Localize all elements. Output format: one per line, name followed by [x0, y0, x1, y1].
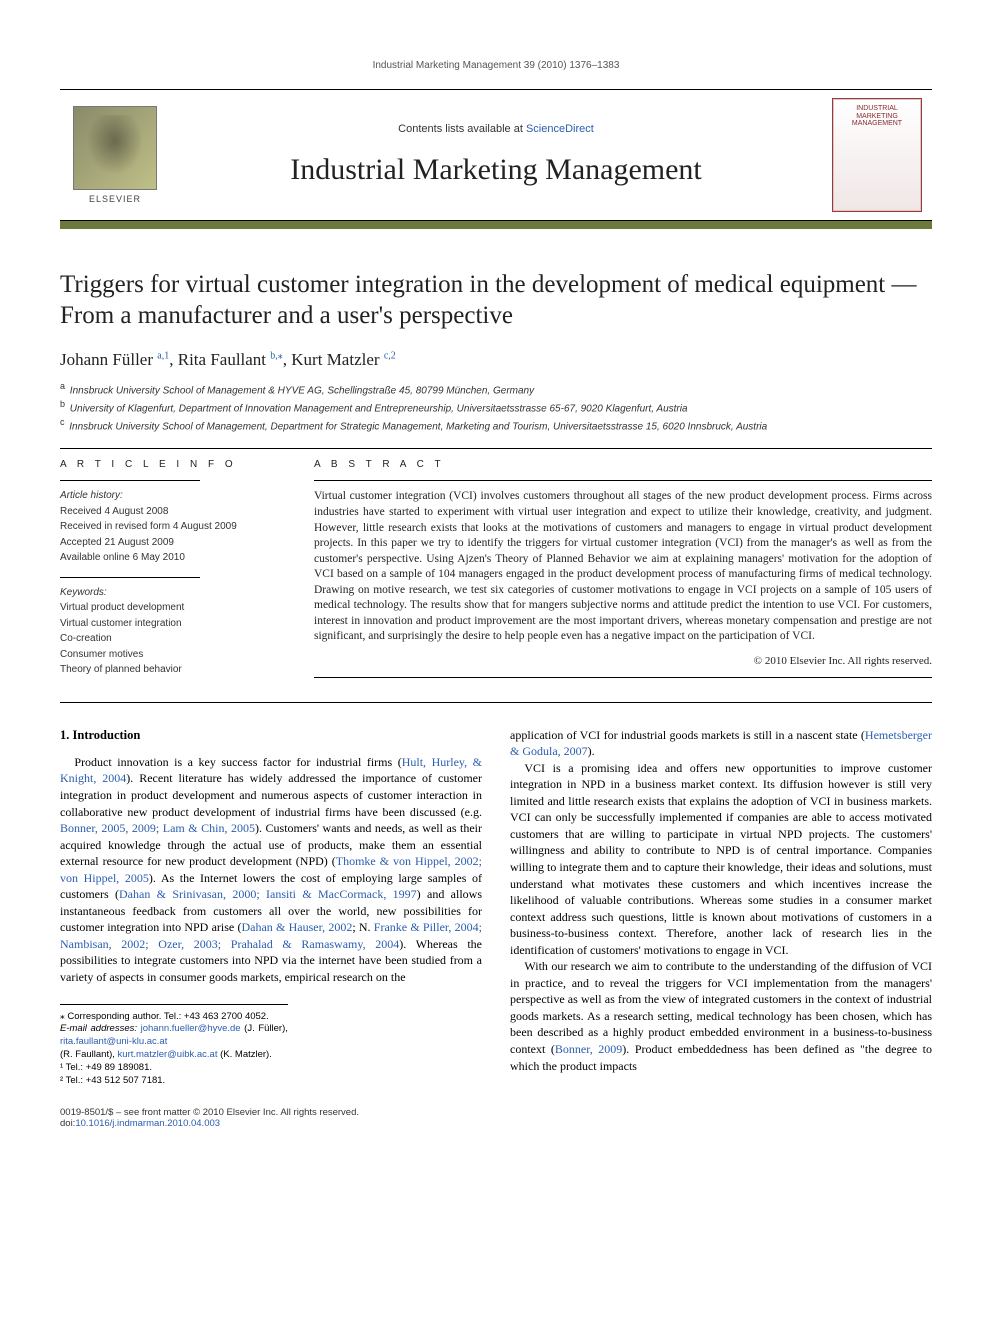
doi-line: doi:10.1016/j.indmarman.2010.04.003 — [60, 1118, 932, 1129]
abstract-heading: A B S T R A C T — [314, 459, 932, 470]
paragraph: With our research we aim to contribute t… — [510, 958, 932, 1074]
citation-link[interactable]: Dahan & Hauser, 2002 — [241, 920, 352, 934]
text-run: Product innovation is a key success fact… — [74, 755, 401, 769]
author-2: Rita Faullant — [178, 350, 271, 369]
author-1: Johann Füller — [60, 350, 157, 369]
publisher-block: ELSEVIER — [60, 90, 170, 220]
author-sep: , — [169, 350, 178, 369]
divider — [314, 677, 932, 678]
divider — [60, 448, 932, 449]
authors-line: Johann Füller a,1, Rita Faullant b,⁎, Ku… — [60, 350, 932, 370]
article-info-heading: A R T I C L E I N F O — [60, 459, 290, 470]
text-run: (J. Füller), — [241, 1023, 288, 1034]
masthead: ELSEVIER Contents lists available at Sci… — [60, 89, 932, 221]
doi-link[interactable]: 10.1016/j.indmarman.2010.04.003 — [75, 1118, 220, 1129]
abstract-copyright: © 2010 Elsevier Inc. All rights reserved… — [314, 655, 932, 667]
body-columns: 1. Introduction Product innovation is a … — [60, 727, 932, 1088]
history-item: Received in revised form 4 August 2009 — [60, 520, 290, 534]
keywords-label: Keywords: — [60, 586, 290, 600]
contents-line: Contents lists available at ScienceDirec… — [398, 123, 594, 135]
author-1-aff-link[interactable]: a,1 — [157, 350, 169, 361]
publisher-name: ELSEVIER — [89, 194, 141, 204]
affiliation-b-text: University of Klagenfurt, Department of … — [70, 403, 688, 414]
bottom-meta: 0019-8501/$ – see front matter © 2010 El… — [60, 1107, 932, 1129]
cover-thumb-wrap: INDUSTRIAL MARKETING MANAGEMENT — [822, 90, 932, 220]
journal-name: Industrial Marketing Management — [290, 153, 702, 187]
history-item: Received 4 August 2008 — [60, 505, 290, 519]
citation-link[interactable]: Bonner, 2005, 2009; Lam & Chin, 2005 — [60, 821, 255, 835]
article-info: A R T I C L E I N F O Article history: R… — [60, 459, 290, 685]
author-3-aff-link[interactable]: c,2 — [384, 350, 396, 361]
author-sep: , — [283, 350, 292, 369]
email-label: E-mail addresses: — [60, 1023, 137, 1034]
keyword: Consumer motives — [60, 648, 290, 662]
accent-bar — [60, 221, 932, 229]
citation-link[interactable]: Bonner, 2009 — [555, 1042, 622, 1056]
abstract-text: Virtual customer integration (VCI) invol… — [314, 489, 932, 644]
email-link[interactable]: rita.faullant@uni-klu.ac.at — [60, 1036, 167, 1047]
text-run: application of VCI for industrial goods … — [510, 728, 865, 742]
keyword: Virtual customer integration — [60, 617, 290, 631]
front-matter: 0019-8501/$ – see front matter © 2010 El… — [60, 1107, 932, 1118]
masthead-center: Contents lists available at ScienceDirec… — [170, 90, 822, 220]
paragraph: VCI is a promising idea and offers new o… — [510, 760, 932, 959]
email-line-2: (R. Faullant), kurt.matzler@uibk.ac.at (… — [60, 1049, 288, 1062]
sciencedirect-link[interactable]: ScienceDirect — [526, 123, 594, 135]
running-header: Industrial Marketing Management 39 (2010… — [60, 60, 932, 71]
section-heading: 1. Introduction — [60, 727, 482, 744]
author-3: Kurt Matzler — [291, 350, 384, 369]
text-run: (R. Faullant), — [60, 1049, 118, 1060]
info-abstract-row: A R T I C L E I N F O Article history: R… — [60, 459, 932, 685]
tel-line: ¹ Tel.: +49 89 189081. — [60, 1062, 288, 1075]
divider — [60, 702, 932, 703]
footnotes: ⁎ Corresponding author. Tel.: +43 463 27… — [60, 1004, 288, 1088]
body-col-right: application of VCI for industrial goods … — [510, 727, 932, 1088]
doi-label: doi: — [60, 1118, 75, 1129]
journal-cover-icon: INDUSTRIAL MARKETING MANAGEMENT — [832, 98, 922, 212]
divider — [60, 480, 200, 481]
history-item: Available online 6 May 2010 — [60, 551, 290, 565]
corresponding-author: ⁎ Corresponding author. Tel.: +43 463 27… — [60, 1011, 288, 1024]
body-col-left: 1. Introduction Product innovation is a … — [60, 727, 482, 1088]
author-2-aff-link[interactable]: b, — [270, 350, 278, 361]
affiliation-c: c Innsbruck University School of Managem… — [60, 416, 932, 434]
affiliation-a: a Innsbruck University School of Managem… — [60, 380, 932, 398]
paragraph: application of VCI for industrial goods … — [510, 727, 932, 760]
abstract: A B S T R A C T Virtual customer integra… — [314, 459, 932, 685]
history-item: Accepted 21 August 2009 — [60, 536, 290, 550]
publisher-tree-icon — [73, 106, 157, 190]
email-line: E-mail addresses: johann.fueller@hyve.de… — [60, 1023, 288, 1049]
text-run: (K. Matzler). — [217, 1049, 271, 1060]
affiliation-c-text: Innsbruck University School of Managemen… — [69, 421, 767, 432]
email-link[interactable]: johann.fueller@hyve.de — [141, 1023, 241, 1034]
affiliations: a Innsbruck University School of Managem… — [60, 380, 932, 435]
affiliation-b: b University of Klagenfurt, Department o… — [60, 398, 932, 416]
keyword: Co-creation — [60, 632, 290, 646]
divider — [60, 577, 200, 578]
email-link[interactable]: kurt.matzler@uibk.ac.at — [118, 1049, 218, 1060]
affiliation-a-text: Innsbruck University School of Managemen… — [70, 385, 534, 396]
tel-line: ² Tel.: +43 512 507 7181. — [60, 1075, 288, 1088]
text-run: ). — [588, 744, 595, 758]
paragraph: Product innovation is a key success fact… — [60, 754, 482, 986]
cover-caption: INDUSTRIAL MARKETING MANAGEMENT — [837, 105, 917, 128]
text-run: ; N. — [352, 920, 373, 934]
history-label: Article history: — [60, 489, 290, 503]
page: Industrial Marketing Management 39 (2010… — [0, 0, 992, 1169]
citation-link[interactable]: Dahan & Srinivasan, 2000; Iansiti & MacC… — [119, 887, 417, 901]
divider — [314, 480, 932, 481]
keyword: Virtual product development — [60, 601, 290, 615]
keyword: Theory of planned behavior — [60, 663, 290, 677]
contents-prefix: Contents lists available at — [398, 123, 526, 135]
article-title: Triggers for virtual customer integratio… — [60, 269, 932, 332]
